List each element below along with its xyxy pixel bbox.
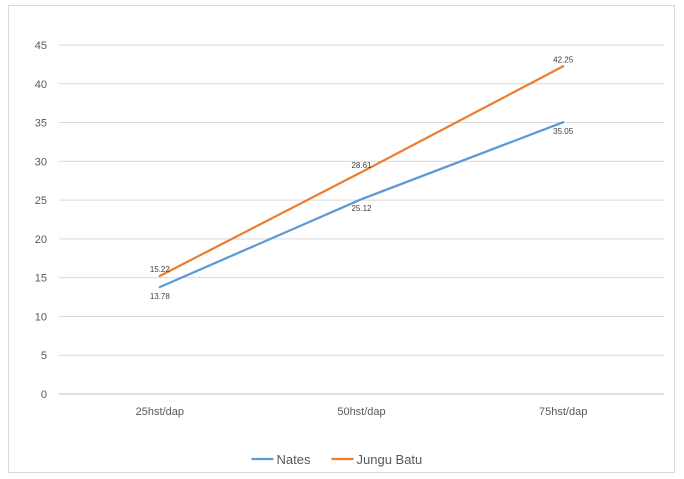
x-tick-label: 50hst/dap — [337, 406, 385, 418]
data-label: 35.05 — [553, 127, 574, 136]
y-tick-label: 10 — [35, 311, 47, 323]
series-line-2 — [158, 65, 565, 278]
y-tick-label: 30 — [35, 156, 47, 168]
x-tick-label: 25hst/dap — [136, 406, 184, 418]
y-tick-label: 20 — [35, 234, 47, 246]
y-tick-label: 5 — [41, 350, 47, 362]
x-axis-ticks: 25hst/dap 50hst/dap 75hst/dap — [136, 406, 588, 418]
series-line-1 — [158, 121, 565, 289]
data-label: 15.22 — [150, 265, 171, 274]
chart-area: 0 5 10 15 20 25 30 35 40 45 25hst/dap 50hst/dap 75h… — [8, 5, 675, 473]
series-lines — [158, 65, 565, 289]
legend-label: Jungu Batu — [357, 452, 423, 467]
y-tick-label: 45 — [35, 40, 47, 52]
data-labels: 13.78 25.12 35.05 15.22 28.61 42.25 — [150, 55, 574, 301]
y-tick-label: 35 — [35, 118, 47, 130]
data-label: 25.12 — [351, 204, 372, 213]
data-label: 42.25 — [553, 55, 574, 64]
x-tick-label: 75hst/dap — [539, 406, 587, 418]
y-tick-label: 0 — [41, 389, 47, 401]
y-axis-ticks: 0 5 10 15 20 25 30 35 40 45 — [35, 40, 47, 401]
legend: Nates Jungu Batu — [251, 452, 423, 467]
legend-label: Nates — [277, 452, 311, 467]
line-chart: 0 5 10 15 20 25 30 35 40 45 25hst/dap 50hst/dap 75h… — [35, 40, 664, 467]
y-tick-label: 25 — [35, 195, 47, 207]
gridlines — [59, 44, 664, 395]
y-tick-label: 40 — [35, 79, 47, 91]
data-label: 28.61 — [351, 161, 372, 170]
y-tick-label: 15 — [35, 273, 47, 285]
data-label: 13.78 — [150, 292, 171, 301]
